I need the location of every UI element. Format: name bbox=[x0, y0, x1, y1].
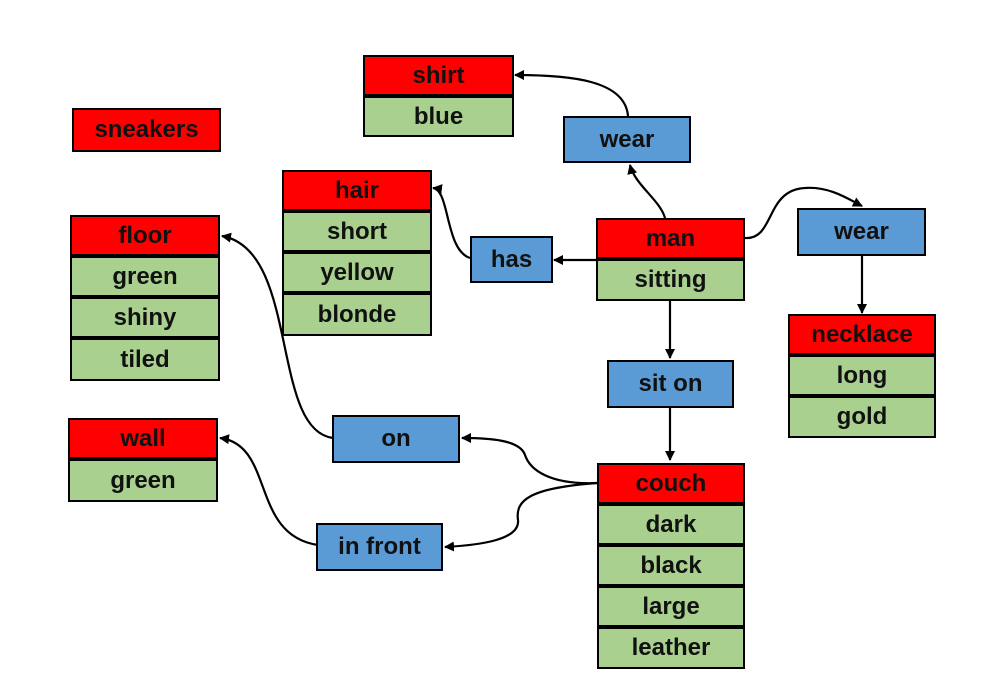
attribute-necklace-gold: gold bbox=[788, 396, 936, 438]
edge-wear-shirt bbox=[514, 70, 630, 117]
edge-couch-on bbox=[461, 433, 598, 485]
edge-in-front-wall bbox=[219, 434, 319, 547]
object-hair: hair bbox=[282, 170, 432, 211]
object-couch: couch bbox=[597, 463, 745, 504]
relation-in-front: in front bbox=[316, 523, 443, 571]
edge-couch-in-front bbox=[444, 481, 598, 552]
relation-on: on bbox=[332, 415, 460, 463]
relation-wear-necklace: wear bbox=[797, 208, 926, 256]
edge-man-wear-shirt bbox=[627, 164, 667, 219]
edge-has-hair bbox=[432, 184, 471, 260]
attribute-floor-tiled: tiled bbox=[70, 338, 220, 381]
object-shirt: shirt bbox=[363, 55, 514, 96]
relation-has: has bbox=[470, 236, 553, 283]
relation-sit-on: sit on bbox=[607, 360, 734, 408]
object-wall: wall bbox=[68, 418, 218, 459]
attribute-couch-black: black bbox=[597, 545, 745, 586]
attribute-shirt-blue: blue bbox=[363, 96, 514, 137]
attribute-floor-shiny: shiny bbox=[70, 297, 220, 338]
attribute-hair-yellow: yellow bbox=[282, 252, 432, 293]
attribute-couch-leather: leather bbox=[597, 627, 745, 669]
object-necklace: necklace bbox=[788, 314, 936, 355]
attribute-hair-blonde: blonde bbox=[282, 293, 432, 336]
object-floor: floor bbox=[70, 215, 220, 256]
attribute-hair-short: short bbox=[282, 211, 432, 252]
attribute-couch-dark: dark bbox=[597, 504, 745, 545]
object-sneakers: sneakers bbox=[72, 108, 221, 152]
relation-wear-shirt: wear bbox=[563, 116, 691, 163]
attribute-necklace-long: long bbox=[788, 355, 936, 396]
attribute-wall-green: green bbox=[68, 459, 218, 502]
attribute-couch-large: large bbox=[597, 586, 745, 627]
attribute-man-sitting: sitting bbox=[596, 259, 745, 301]
object-man: man bbox=[596, 218, 745, 259]
attribute-floor-green: green bbox=[70, 256, 220, 297]
